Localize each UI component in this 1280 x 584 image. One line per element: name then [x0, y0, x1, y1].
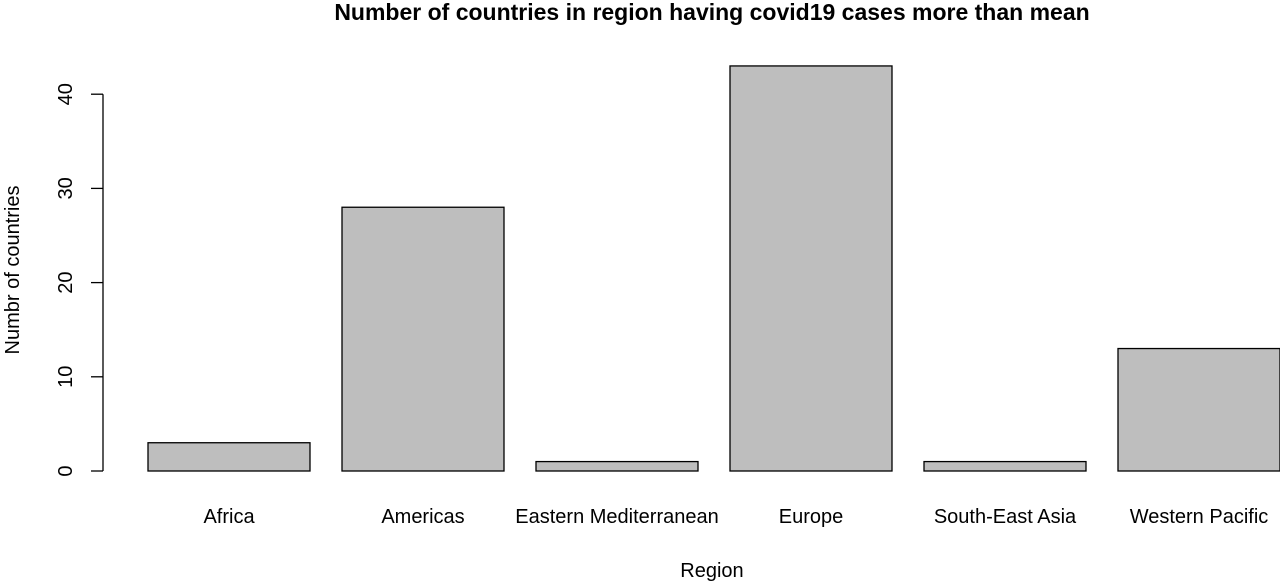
bar-western-pacific: [1117, 347, 1280, 472]
bar-europe: [729, 65, 893, 472]
x-axis-labels: Africa Americas Eastern Mediterranean Europ…: [203, 506, 1268, 528]
y-axis-title: Numbr of countries: [2, 186, 24, 355]
x-tick-label: Americas: [381, 506, 464, 528]
x-tick-label: South-East Asia: [934, 506, 1077, 528]
y-tick-label: 10: [55, 366, 77, 388]
bar-south-east-asia: [923, 460, 1087, 472]
chart-title: Number of countries in region having cov…: [334, 0, 1089, 25]
y-tick-label: 20: [55, 271, 77, 293]
x-tick-label: Eastern Mediterranean: [515, 506, 718, 528]
x-tick-label: Western Pacific: [1130, 506, 1269, 528]
bar-americas: [341, 206, 505, 472]
bar-africa: [147, 442, 311, 472]
y-tick-label: 0: [55, 465, 77, 476]
x-axis-title: Region: [680, 560, 743, 582]
y-tick-label: 30: [55, 177, 77, 199]
bars-group: [147, 65, 1280, 472]
x-tick-label: Africa: [203, 506, 255, 528]
bar-eastern-mediterranean: [535, 460, 699, 472]
x-tick-label: Europe: [779, 506, 844, 528]
y-axis: 0 10 20 30 40: [55, 83, 104, 477]
y-tick-label: 40: [55, 83, 77, 105]
